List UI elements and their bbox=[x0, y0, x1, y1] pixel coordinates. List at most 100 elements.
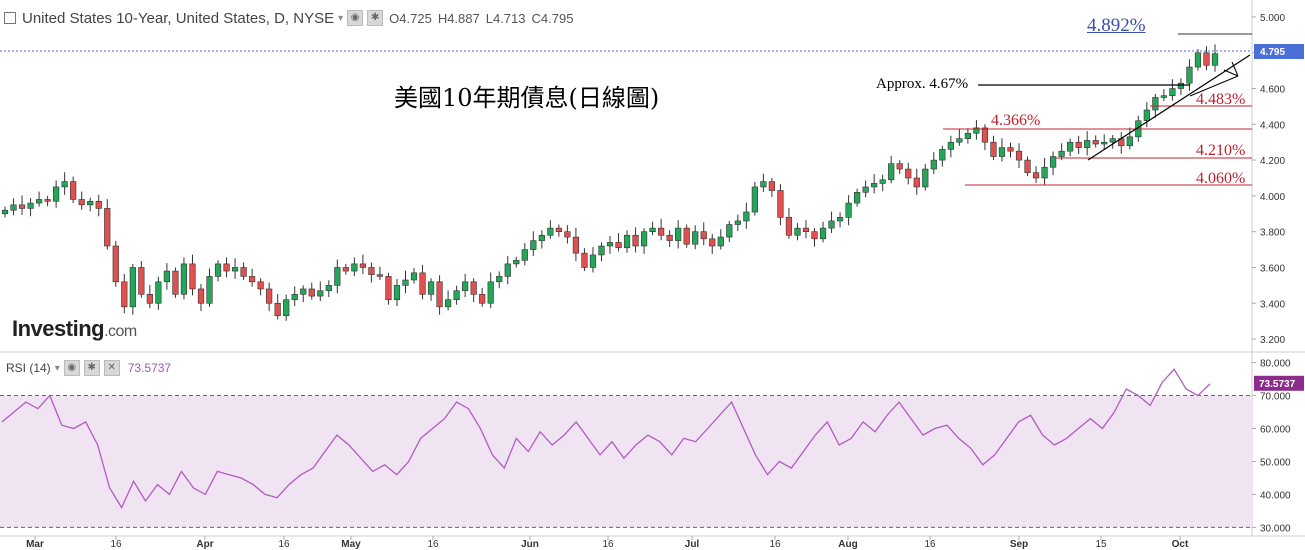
rsi-axis[interactable]: 30.000 40.000 50.000 60.000 70.000 80.000 73.5… bbox=[1252, 359, 1304, 535]
candle bbox=[564, 225, 571, 244]
candle-body bbox=[1160, 95, 1167, 98]
candle bbox=[104, 199, 111, 250]
candle-body bbox=[155, 281, 162, 304]
candle-body bbox=[623, 234, 631, 249]
candle-body bbox=[1169, 88, 1176, 96]
candle-body bbox=[1024, 159, 1031, 173]
annotation-4892: 4.892% bbox=[1087, 15, 1146, 36]
candle-body bbox=[836, 217, 844, 222]
candle-body bbox=[104, 208, 111, 247]
candle bbox=[640, 228, 648, 254]
chevron-down-icon[interactable]: ▾ bbox=[338, 12, 344, 24]
candle-body bbox=[112, 245, 119, 283]
candle-body bbox=[334, 267, 341, 286]
candle bbox=[496, 271, 503, 289]
candle-body bbox=[905, 168, 912, 179]
candle bbox=[504, 256, 511, 285]
price-axis[interactable]: 3.200 3.400 3.600 3.800 4.000 4.200 4.400 4.600… bbox=[1252, 13, 1304, 346]
time-tick-label: 16 bbox=[278, 539, 290, 550]
candle-body bbox=[419, 272, 426, 295]
candle bbox=[1015, 143, 1023, 168]
candle bbox=[794, 223, 801, 241]
candle bbox=[300, 285, 307, 303]
candle bbox=[1186, 59, 1193, 92]
candle-body bbox=[998, 147, 1006, 157]
candle bbox=[572, 227, 580, 262]
candle-body bbox=[675, 227, 682, 241]
candle-body bbox=[1143, 109, 1150, 122]
candle-body bbox=[1041, 166, 1048, 179]
candle-body bbox=[632, 234, 639, 247]
collapse-icon[interactable] bbox=[4, 12, 16, 24]
overlay-title: 美國10年期債息(日線圖) bbox=[394, 84, 660, 112]
time-tick-label: 15 bbox=[1095, 539, 1107, 550]
close-icon[interactable]: ✕ bbox=[103, 360, 120, 376]
candle bbox=[453, 285, 460, 305]
annotation-4210: 4.210% bbox=[1196, 142, 1246, 159]
time-axis[interactable]: Mar 16 Apr 16 May 16 Jun 16 Jul 16 Aug 16 Sep 15 Oct bbox=[26, 536, 1189, 550]
candle-body bbox=[10, 204, 17, 211]
candle-body bbox=[325, 285, 332, 292]
candle-body bbox=[760, 181, 767, 188]
candle bbox=[1101, 134, 1108, 150]
candle-body bbox=[138, 267, 145, 295]
candle bbox=[444, 290, 452, 311]
candle bbox=[10, 198, 17, 216]
candle-body bbox=[121, 281, 128, 308]
candle-body bbox=[249, 276, 256, 283]
candle-body bbox=[61, 181, 68, 188]
candle-body bbox=[1152, 97, 1159, 111]
candle-body bbox=[896, 163, 903, 170]
candle bbox=[819, 221, 827, 243]
candle-body bbox=[266, 288, 273, 304]
candle-body bbox=[317, 290, 324, 297]
candle bbox=[836, 212, 844, 228]
candle bbox=[726, 220, 733, 243]
chevron-down-icon[interactable]: ▾ bbox=[54, 362, 60, 374]
rsi-label[interactable]: RSI (14) bbox=[6, 361, 51, 375]
candle bbox=[70, 176, 77, 204]
candle-body bbox=[981, 127, 989, 143]
candle bbox=[768, 178, 776, 197]
symbol-title[interactable]: United States 10-Year, United States, D,… bbox=[22, 9, 335, 27]
ohlc-high: H4.887 bbox=[437, 10, 480, 26]
time-tick-label: Apr bbox=[196, 539, 213, 550]
candle-body bbox=[479, 294, 486, 304]
gear-icon[interactable]: ✱ bbox=[367, 10, 384, 26]
candle-body bbox=[70, 181, 77, 200]
candle-body bbox=[27, 202, 34, 209]
candle-body bbox=[231, 267, 239, 272]
candle-body bbox=[530, 240, 537, 250]
candle bbox=[87, 197, 94, 212]
candle bbox=[27, 198, 34, 217]
support-resistance-levels bbox=[0, 33, 1252, 186]
candle bbox=[530, 231, 537, 257]
logo-suffix: .com bbox=[104, 323, 137, 340]
candle bbox=[138, 261, 145, 298]
candle bbox=[692, 225, 699, 250]
eye-icon[interactable]: ◉ bbox=[63, 360, 80, 376]
candle-body bbox=[1194, 52, 1202, 68]
candle bbox=[223, 257, 230, 278]
candle bbox=[700, 222, 707, 246]
candle-body bbox=[402, 279, 409, 286]
candle-body bbox=[300, 288, 307, 295]
rsi-line bbox=[1, 368, 1211, 509]
candle-body bbox=[564, 231, 571, 238]
candle bbox=[547, 220, 554, 239]
eye-icon[interactable]: ◉ bbox=[347, 10, 364, 26]
gear-icon[interactable]: ✱ bbox=[83, 360, 100, 376]
chart-header: United States 10-Year, United States, D,… bbox=[4, 8, 573, 28]
candle-body bbox=[1067, 141, 1074, 152]
candle-body bbox=[95, 200, 102, 209]
candle-body bbox=[504, 263, 511, 277]
candle-body bbox=[649, 227, 656, 232]
candle bbox=[930, 152, 937, 175]
candle-body bbox=[18, 204, 26, 209]
candle bbox=[751, 181, 758, 216]
candle bbox=[1160, 89, 1167, 102]
candle-body bbox=[1, 209, 9, 215]
candle bbox=[828, 211, 835, 234]
candle bbox=[172, 267, 179, 298]
